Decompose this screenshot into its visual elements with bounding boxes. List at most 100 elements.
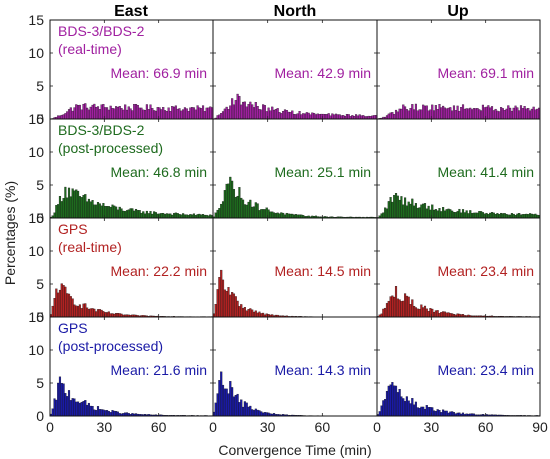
histogram-bar [456,211,459,219]
histogram-bar [432,311,436,318]
histogram-bar [136,210,139,219]
histogram-bar [145,210,148,219]
histogram-bar [109,105,112,120]
histogram-bar [269,110,272,120]
histogram-panel-r3-c0: Mean: 21.6 min [49,316,214,417]
histogram-bar [523,214,526,219]
histogram-bar [82,194,85,219]
histogram-bar [125,412,129,417]
histogram-bar [425,405,428,417]
histogram-bar [238,187,241,219]
histogram-bar [252,311,256,318]
histogram-bar [96,406,100,417]
histogram-bar [218,208,221,219]
histogram-bar [440,312,443,318]
y-axis-label: Percentages (%) [2,181,18,285]
histogram-bar [294,114,297,120]
histogram-bar [334,113,338,120]
histogram-bar [131,208,134,219]
histogram-bar [260,411,263,417]
histogram-bar [325,114,328,120]
histogram-bar [416,407,419,417]
histogram-bar [362,115,365,120]
histogram-bar [107,410,110,417]
histogram-bar [171,106,174,120]
histogram-bar [385,390,389,417]
histogram-bar [80,109,83,120]
histogram-bar [236,300,239,318]
histogram-bar [471,109,474,120]
histogram-bar [445,410,448,417]
y-tick-label: 10 [28,144,44,160]
histogram-bar [445,312,448,318]
histogram-bar [200,214,203,219]
histogram-bar [151,213,154,219]
histogram-bar [229,381,232,417]
histogram-bar [393,296,396,318]
histogram-bar [303,113,307,120]
histogram-bar [394,193,398,219]
mean-label-background [435,163,536,181]
histogram-bar [436,409,439,417]
histogram-bar [60,382,63,417]
histogram-bar [393,385,396,417]
histogram-bar [382,400,385,417]
histogram-bar [105,206,109,219]
histogram-bar [496,213,499,219]
histogram-bar [240,304,243,318]
histogram-bar [125,210,129,219]
histogram-bar [100,205,103,219]
histogram-bar [271,106,274,120]
histogram-bar [358,114,361,120]
histogram-bar [436,210,439,219]
histogram-bar [294,214,297,219]
histogram-bar [227,287,230,318]
histogram-bar [151,108,154,120]
histogram-bar [394,385,398,417]
histogram-bar [111,410,114,417]
histogram-bar [487,105,490,120]
histogram-bar [234,100,237,120]
histogram-bar [534,213,537,219]
histogram-bar [118,206,121,219]
histogram-bar [298,111,301,120]
y-tick-label: 0 [36,111,44,127]
histogram-bar [51,305,54,318]
histogram-bar [78,402,81,417]
histogram-bar [149,211,152,219]
histogram-bar [260,109,263,120]
histogram-bar [405,295,408,318]
histogram-bar [385,115,389,120]
x-tick-label: 90 [532,419,548,435]
histogram-bar [89,201,92,219]
histogram-bar [398,299,401,318]
histogram-bar [87,402,90,417]
histogram-bar [53,398,56,417]
mean-label-background [108,64,209,82]
mean-label-background [435,361,536,379]
histogram-bar [122,109,125,120]
histogram-bar [373,115,376,120]
histogram-bar [93,308,96,318]
histogram-bar [232,293,236,318]
histogram-bar [100,104,103,120]
mean-label-background [272,361,373,379]
histogram-bar [160,109,163,120]
histogram-bar [73,107,76,120]
histogram-bar [78,104,81,120]
histogram-bar [231,180,234,219]
y-tick-label: 15 [28,309,44,325]
histogram-bar [478,109,481,120]
histogram-bar [124,211,127,219]
histogram-bar [173,106,176,120]
histogram-bar [525,213,528,219]
histogram-bar [510,213,513,219]
histogram-bar [113,410,116,417]
histogram-bar [227,183,230,219]
histogram-bar [142,109,145,120]
histogram-bar [400,196,403,219]
histogram-bar [423,305,427,318]
histogram-bar [182,213,185,219]
histogram-bar [432,410,436,417]
histogram-bar [309,114,312,120]
